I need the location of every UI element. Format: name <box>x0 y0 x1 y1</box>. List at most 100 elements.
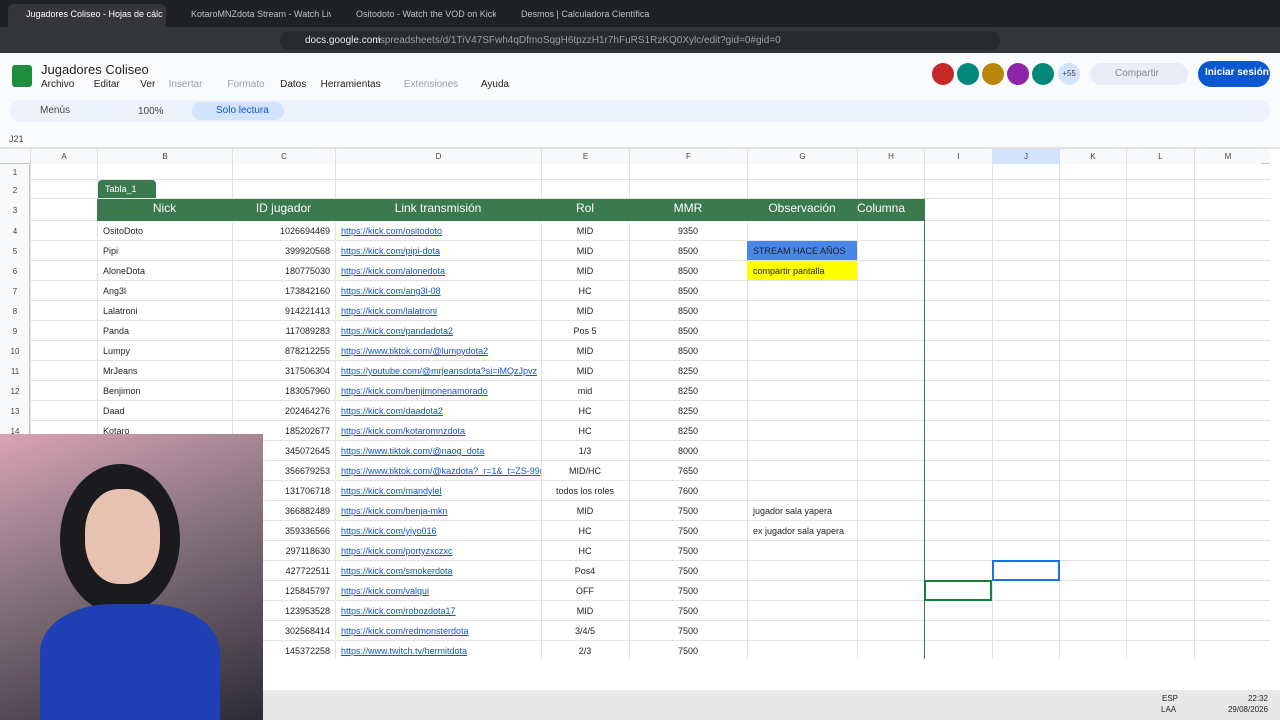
cell-link[interactable]: https://www.tiktok.com/@kazdota?_r=1&_t=… <box>341 466 541 476</box>
cell-rol[interactable]: HC <box>578 286 592 296</box>
cell-link[interactable]: https://kick.com/smokerdota <box>341 566 453 576</box>
browser-tab[interactable]: KotaroMNZdota Stream - Watch Live <box>191 9 331 19</box>
table-header[interactable]: MMR <box>673 201 703 215</box>
row-number[interactable]: 5 <box>12 247 18 256</box>
cell-link[interactable]: https://kick.com/portyzxczxc <box>341 546 453 556</box>
cell-mmr[interactable]: 8500 <box>677 326 699 336</box>
cell-nick[interactable]: Lalatroni <box>103 306 138 316</box>
row-number[interactable]: 11 <box>10 367 20 376</box>
table-header[interactable]: Link transmisión <box>394 201 482 215</box>
cell-mmr[interactable]: 8250 <box>677 426 699 436</box>
table-name[interactable]: Tabla_1 <box>98 180 156 198</box>
search-menus[interactable]: Menús <box>40 105 71 116</box>
menu-item[interactable]: Datos <box>280 79 307 90</box>
cell-link[interactable]: https://kick.com/kotaromnzdota <box>341 426 466 436</box>
column-header[interactable]: A <box>30 149 97 164</box>
cell-rol[interactable]: OFF <box>576 586 594 596</box>
cell-link[interactable]: https://www.twitch.tv/hermitdota <box>341 646 468 656</box>
row-number[interactable]: 4 <box>12 227 18 236</box>
column-header[interactable]: K <box>1059 149 1126 164</box>
cell-mmr[interactable]: 8500 <box>677 286 699 296</box>
cell-link[interactable]: https://kick.com/pandadota2 <box>341 326 454 336</box>
cell-link[interactable]: https://kick.com/daadota2 <box>341 406 444 416</box>
cell-id[interactable]: 185202677 <box>284 426 330 436</box>
cell-obs[interactable]: STREAM HACE AÑOS <box>747 241 857 260</box>
sign-in-label[interactable]: Iniciar sesión <box>1205 67 1269 78</box>
mode-chip[interactable] <box>192 102 284 120</box>
cell-nick[interactable]: Kotaro <box>103 426 130 436</box>
mode[interactable]: Solo lectura <box>216 105 269 116</box>
cell-id[interactable]: 125845797 <box>284 586 330 596</box>
cell-link[interactable]: https://kick.com/yiyo016 <box>341 526 437 536</box>
table-header[interactable]: Rol <box>575 201 594 215</box>
cell-id[interactable]: 131706718 <box>284 486 330 496</box>
row-number[interactable]: 12 <box>10 387 20 396</box>
browser-tab[interactable]: Desmos | Calculadora Científica <box>521 9 650 19</box>
cell-link[interactable]: https://www.tiktok.com/@naog_dota <box>341 446 485 456</box>
cell-link[interactable]: https://kick.com/valqui <box>341 586 430 596</box>
menu-item[interactable]: Editar <box>93 79 120 90</box>
menu-item[interactable]: Ver <box>140 79 156 90</box>
menu-item[interactable]: Formato <box>227 79 265 90</box>
row-number[interactable]: 10 <box>10 347 20 356</box>
row-number[interactable]: 2 <box>12 185 18 195</box>
cell-link[interactable]: https://kick.com/benja-mkn <box>341 506 448 516</box>
cell-mmr[interactable]: 9350 <box>677 226 699 236</box>
cell-mmr[interactable]: 8500 <box>677 346 699 356</box>
cell-mmr[interactable]: 8250 <box>677 366 699 376</box>
cell-mmr[interactable]: 8250 <box>677 386 699 396</box>
cell-rol[interactable]: 3/4/5 <box>574 626 596 636</box>
row-number[interactable]: 8 <box>12 307 18 316</box>
column-header[interactable]: D <box>335 149 541 164</box>
menu-item[interactable]: Herramientas <box>320 79 381 90</box>
cell-mmr[interactable]: 7500 <box>677 506 699 516</box>
cell-nick[interactable]: Lumpy <box>103 346 131 356</box>
cell-mmr[interactable]: 7500 <box>677 606 699 616</box>
cell-rol[interactable]: MID <box>576 266 594 276</box>
cell-nick[interactable]: AloneDota <box>103 266 146 276</box>
row-number[interactable]: 3 <box>12 206 18 215</box>
cell-mmr[interactable]: 7500 <box>677 646 699 656</box>
row-number[interactable]: 14 <box>10 427 20 436</box>
url-box[interactable] <box>280 31 1000 50</box>
cell-id[interactable]: 427722511 <box>285 566 330 576</box>
cell-obs[interactable]: jugador sala yapera <box>753 506 833 516</box>
share-button[interactable] <box>1090 63 1188 85</box>
name-box[interactable]: J21 <box>9 134 24 144</box>
cell-mmr[interactable]: 8500 <box>677 266 699 276</box>
cell-nick[interactable]: Panda <box>103 326 130 336</box>
cell-id[interactable]: 183057960 <box>284 386 330 396</box>
sheets-logo[interactable] <box>12 65 32 87</box>
sign-in-button[interactable] <box>1198 61 1270 87</box>
cell-id[interactable]: 173842160 <box>284 286 330 296</box>
cell-id[interactable]: 878212255 <box>284 346 330 356</box>
cell-mmr[interactable]: 7600 <box>677 486 699 496</box>
cell-id[interactable]: 345072645 <box>284 446 330 456</box>
menu-item[interactable]: Archivo <box>41 79 75 90</box>
selected-cell[interactable] <box>992 560 1060 581</box>
cell-mmr[interactable]: 7500 <box>677 566 699 576</box>
cell-rol[interactable]: 2/3 <box>578 646 592 656</box>
cell-link[interactable]: https://kick.com/redmonsterdota <box>341 626 469 636</box>
cell-id[interactable]: 302568414 <box>284 626 330 636</box>
column-header[interactable]: C <box>232 149 335 164</box>
share-label[interactable]: Compartir <box>1115 68 1159 79</box>
cell-link[interactable]: https://kick.com/ositodoto <box>341 226 443 236</box>
row-number[interactable]: 1 <box>12 168 18 177</box>
table-header[interactable]: Nick <box>152 201 177 215</box>
cell-link[interactable]: https://kick.com/alonedota <box>341 266 446 276</box>
cell-nick[interactable]: OsitoDoto <box>103 226 144 236</box>
cell-id[interactable]: 180775030 <box>284 266 330 276</box>
menu-item[interactable]: Extensiones <box>403 79 459 90</box>
column-header[interactable]: I <box>924 149 992 164</box>
row-number[interactable]: 7 <box>12 287 18 296</box>
cell-nick[interactable]: Pipi <box>103 246 119 256</box>
browser-tab[interactable]: Ositodoto - Watch the VOD on Kick <box>356 9 496 19</box>
cell-rol[interactable]: HC <box>578 526 592 536</box>
column-header[interactable]: H <box>857 149 924 164</box>
table-header[interactable]: Observación <box>768 201 836 215</box>
cell-link[interactable]: https://kick.com/benjimonenamorado <box>341 386 488 396</box>
cell-mmr[interactable]: 7500 <box>677 526 699 536</box>
column-header[interactable]: B <box>97 149 232 164</box>
cell-link[interactable]: https://youtube.com/@mrjeansdota?si=iMQz… <box>341 366 537 376</box>
